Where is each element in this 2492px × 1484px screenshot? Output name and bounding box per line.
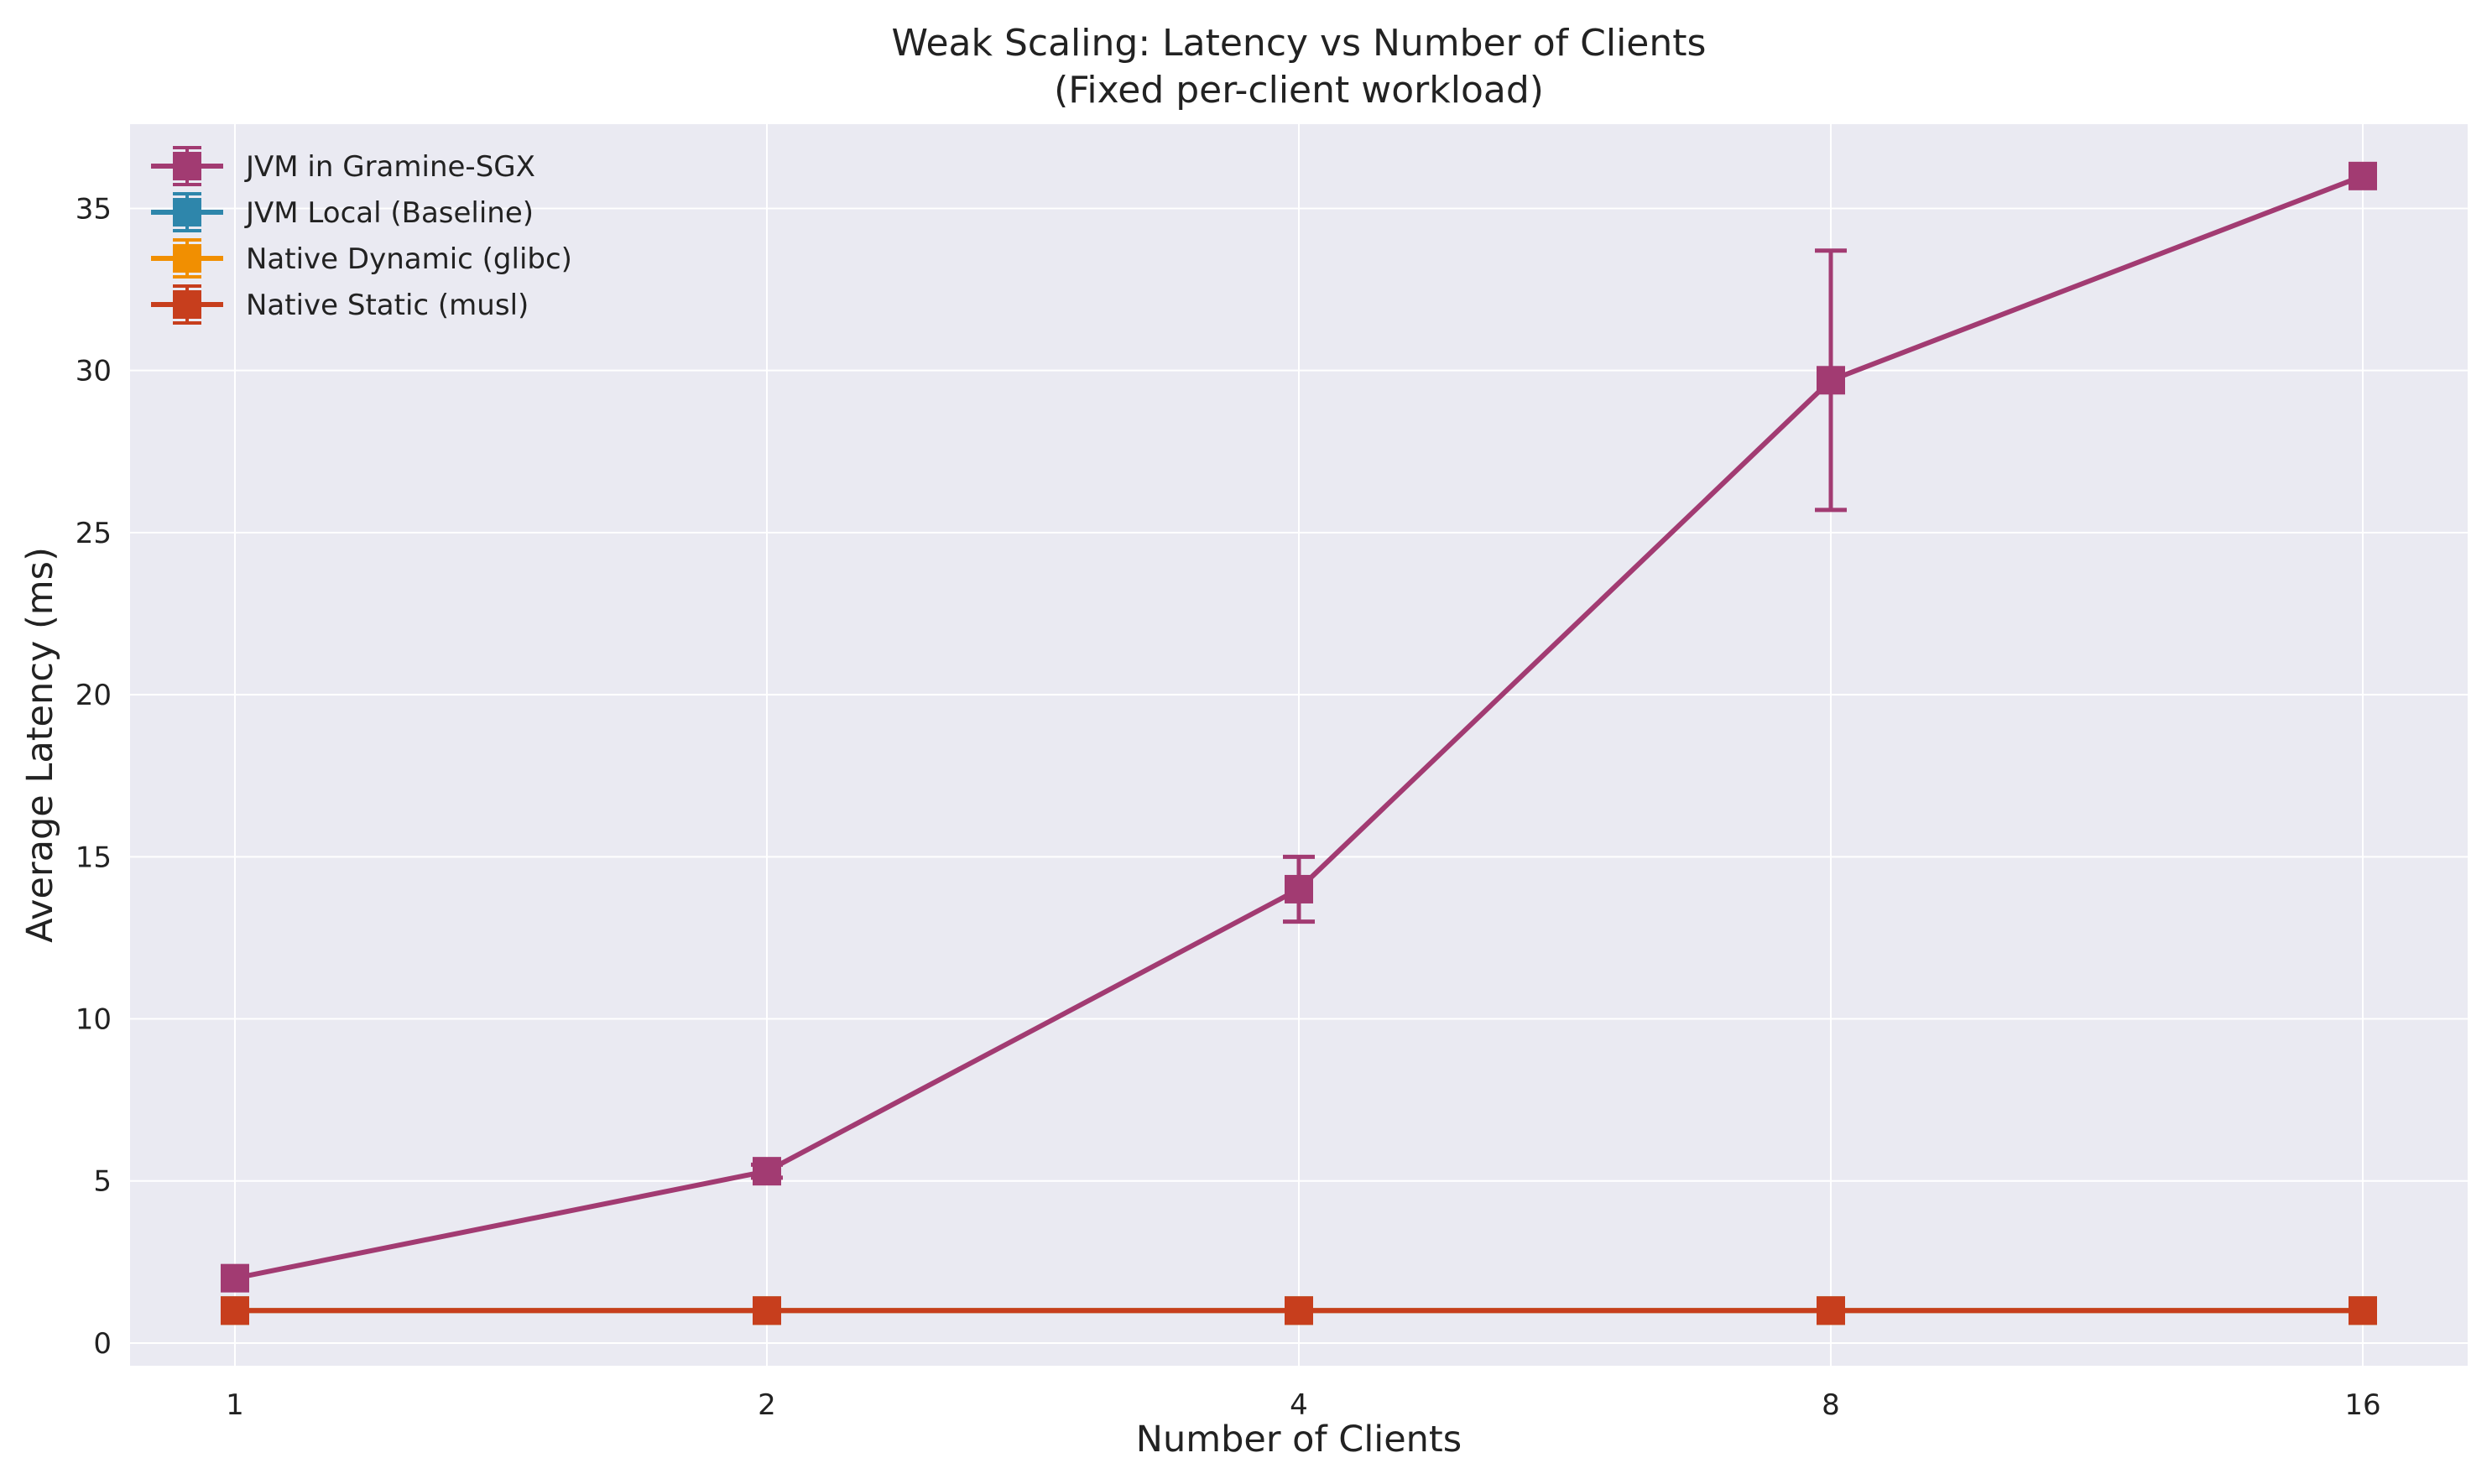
y-tick-label: 15: [76, 841, 112, 874]
x-tick-label: 4: [1290, 1388, 1308, 1422]
x-tick-label: 16: [2344, 1388, 2380, 1422]
y-tick-label: 25: [76, 517, 112, 550]
legend-item: Native Dynamic (glibc): [151, 238, 572, 279]
data-point: [2349, 1296, 2377, 1325]
data-point: [1817, 366, 1845, 395]
y-tick-label: 30: [76, 355, 112, 388]
y-tick-label: 35: [76, 192, 112, 226]
data-point: [753, 1157, 781, 1186]
legend-marker: [173, 290, 201, 319]
legend-marker: [173, 198, 201, 227]
legend-label: Native Dynamic (glibc): [246, 242, 572, 276]
axis-ticks: 0 5 10 15 20 25 30 35 1 2 4 8 16: [76, 192, 2381, 1422]
legend-label: JVM in Gramine-SGX: [244, 150, 535, 184]
y-tick-label: 20: [76, 679, 112, 712]
x-tick-label: 8: [1822, 1388, 1840, 1422]
legend-label: Native Static (musl): [246, 289, 529, 322]
data-point: [753, 1296, 781, 1325]
data-point: [2349, 161, 2377, 190]
data-point: [1285, 1296, 1313, 1325]
series-3: [221, 1296, 2377, 1325]
series-0: [221, 161, 2377, 1293]
data-point: [221, 1296, 249, 1325]
y-tick-label: 10: [76, 1003, 112, 1037]
legend-item: Native Static (musl): [151, 284, 529, 325]
data-point: [1285, 874, 1313, 903]
chart-title: Weak Scaling: Latency vs Number of Clien…: [892, 22, 1707, 65]
legend-label: JVM Local (Baseline): [244, 196, 534, 230]
grid: [130, 124, 2468, 1366]
legend-item: JVM Local (Baseline): [151, 192, 534, 232]
series-layer: [221, 161, 2377, 1325]
x-tick-label: 1: [226, 1388, 244, 1422]
y-axis-label: Average Latency (ms): [19, 547, 61, 943]
y-tick-label: 0: [93, 1327, 112, 1361]
data-point: [1817, 1296, 1845, 1325]
legend-item: JVM in Gramine-SGX: [151, 146, 535, 186]
data-point: [221, 1263, 249, 1293]
legend: JVM in Gramine-SGX JVM Local (Baseline) Na…: [151, 146, 572, 325]
chart-subtitle: (Fixed per-client workload): [1054, 69, 1544, 112]
legend-marker: [173, 244, 201, 273]
x-axis-label: Number of Clients: [1136, 1419, 1462, 1461]
y-tick-label: 5: [93, 1165, 112, 1199]
legend-marker: [173, 152, 201, 180]
x-tick-label: 2: [758, 1388, 776, 1422]
